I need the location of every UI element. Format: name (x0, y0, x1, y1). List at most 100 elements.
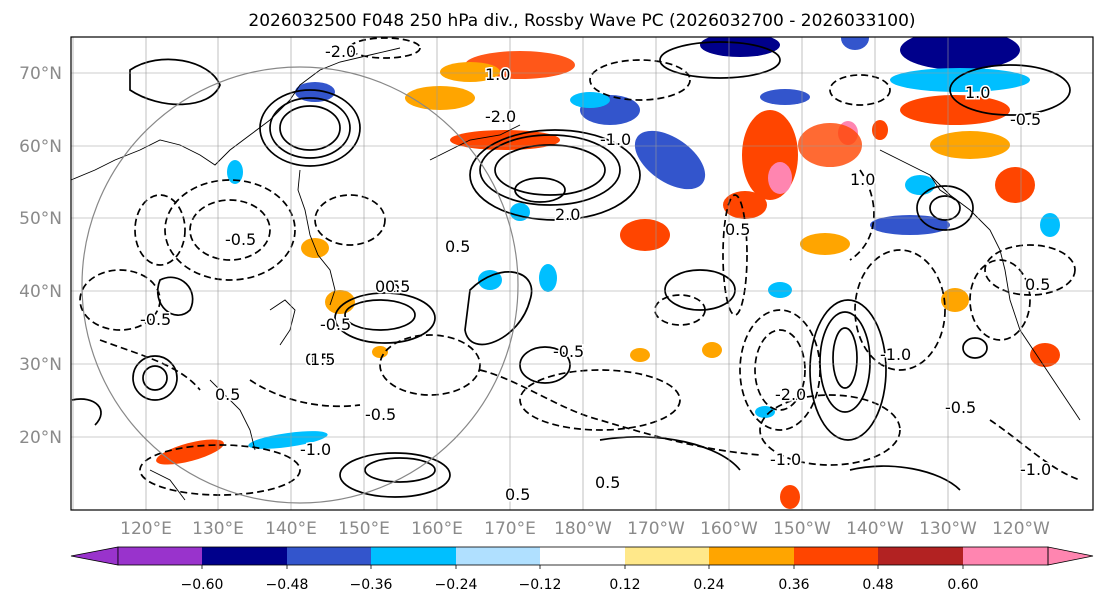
colorbar-segment (625, 547, 709, 565)
shade-positive (440, 62, 500, 82)
contour-label: 2.0 (555, 205, 580, 224)
colorbar: −0.60 −0.48 −0.36 −0.24 −0.12 0.12 0.24 … (70, 546, 1094, 593)
contour-label: -1.0 (770, 450, 801, 469)
lon-label: 120°W (992, 519, 1050, 539)
contour-label: 0.5 (505, 485, 530, 504)
colorbar-segment (963, 547, 1048, 565)
shade-negative (768, 282, 792, 298)
colorbar-tick-label: −0.12 (519, 577, 562, 593)
contour-label: 0.5 (445, 237, 470, 256)
contour-label: -0.5 (320, 315, 351, 334)
colorbar-segment (878, 547, 963, 565)
colorbar-segment (709, 547, 794, 565)
contour-labels: -2.0 1.0 -2.0 1.0 -0.5 0.5 -0.5 0.5 -1.0… (139, 41, 1053, 506)
colorbar-tick-label: −0.24 (435, 577, 478, 593)
contours-positive (71, 41, 1071, 498)
shade-negative (634, 130, 706, 190)
contour-label: -1.0 (1020, 460, 1051, 479)
colorbar-frame (117, 546, 1049, 566)
graticule (71, 37, 1093, 510)
contour-label: -1.0 (880, 345, 911, 364)
colorbar-segment (202, 547, 287, 565)
lat-label: 50°N (19, 209, 62, 229)
contour-label: -0.5 (945, 398, 976, 417)
lon-label: 170°W (627, 519, 685, 539)
contour-label: -2.0 (775, 385, 806, 404)
shade-positive (900, 95, 1010, 125)
lat-label: 60°N (19, 137, 62, 157)
shade-positive (768, 162, 792, 194)
shade-positive (325, 290, 355, 314)
contour-label: 1.0 (850, 170, 875, 189)
lon-label: 130°E (192, 519, 244, 539)
lon-label: 150°W (773, 519, 831, 539)
coastlines (71, 47, 1081, 501)
colorbar-tick-label: 0.24 (693, 577, 724, 593)
colorbar-tick-label: 0.60 (947, 577, 978, 593)
shade-positive (156, 439, 224, 465)
shade-negative (478, 270, 502, 290)
shade-negative (248, 431, 328, 449)
colorbar-extend-min (70, 546, 119, 566)
lon-label: 160°W (700, 519, 758, 539)
colorbar-tick-label: −0.48 (266, 577, 309, 593)
contour-label: -0.5 (1010, 110, 1041, 129)
shade-negative (1040, 213, 1060, 237)
colorbar-segment (456, 547, 540, 565)
lon-label: 140°W (846, 519, 904, 539)
colorbar-segment (371, 547, 456, 565)
shade-positive (1030, 343, 1060, 367)
shade-negative (760, 89, 810, 105)
shade-positive (930, 131, 1010, 159)
divergence-shading (156, 37, 1060, 509)
colorbar-tick-label: 0.12 (609, 577, 640, 593)
shade-negative (227, 160, 243, 184)
shade-positive (702, 342, 722, 358)
contour-label: 0.5 (375, 277, 400, 296)
shade-positive (372, 346, 388, 358)
colorbar-segment (118, 547, 203, 565)
lon-label: 160°E (411, 519, 463, 539)
shade-negative (870, 215, 950, 235)
colorbar-segment (794, 547, 878, 565)
shade-positive (798, 123, 862, 167)
shade-negative (295, 82, 335, 102)
contour-label: 1.0 (485, 65, 510, 84)
contour-label: -2.0 (325, 42, 356, 61)
colorbar-tick-label: 0.48 (862, 577, 893, 593)
contour-label: -0.5 (365, 405, 396, 424)
shade-negative (900, 37, 1020, 70)
map-panel: -2.0 1.0 -2.0 1.0 -0.5 0.5 -0.5 0.5 -1.0… (70, 36, 1094, 511)
latitude-labels: 70°N 60°N 50°N 40°N 30°N 20°N (19, 64, 62, 448)
shade-negative (841, 37, 869, 50)
colorbar-tick-label: −0.36 (350, 577, 393, 593)
figure-title: 2026032500 F048 250 hPa div., Rossby Wav… (248, 11, 915, 31)
contour-label: 0.5 (1025, 275, 1050, 294)
shade-negative (890, 68, 1030, 92)
contour-label: -0.5 (140, 310, 171, 329)
shade-positive (800, 233, 850, 255)
lon-label: 170°E (484, 519, 536, 539)
lon-label: 150°E (338, 519, 390, 539)
shade-positive (780, 485, 800, 509)
lon-label: 180°W (554, 519, 612, 539)
shade-negative (570, 92, 610, 108)
contour-label: -0.5 (553, 342, 584, 361)
contour-label: -1.0 (300, 440, 331, 459)
shade-positive (405, 86, 475, 110)
colorbar-extend-max (1047, 546, 1094, 566)
contour-label: 0.5 (385, 277, 410, 296)
shade-positive (450, 130, 560, 150)
shade-negative (539, 264, 557, 292)
contour-label: -1.0 (600, 130, 631, 149)
region-circle (81, 66, 519, 504)
lat-label: 70°N (19, 64, 62, 84)
lon-label: 120°E (120, 519, 172, 539)
shade-negative (755, 406, 775, 418)
contour-label: 0.5 (725, 220, 750, 239)
shade-negative (905, 175, 935, 195)
colorbar-tick-marks (201, 565, 964, 569)
contour-label: 1.5 (310, 350, 335, 369)
longitude-labels: 120°E 130°E 140°E 150°E 160°E 170°E 180°… (120, 519, 1050, 539)
colorbar-segment (287, 547, 371, 565)
